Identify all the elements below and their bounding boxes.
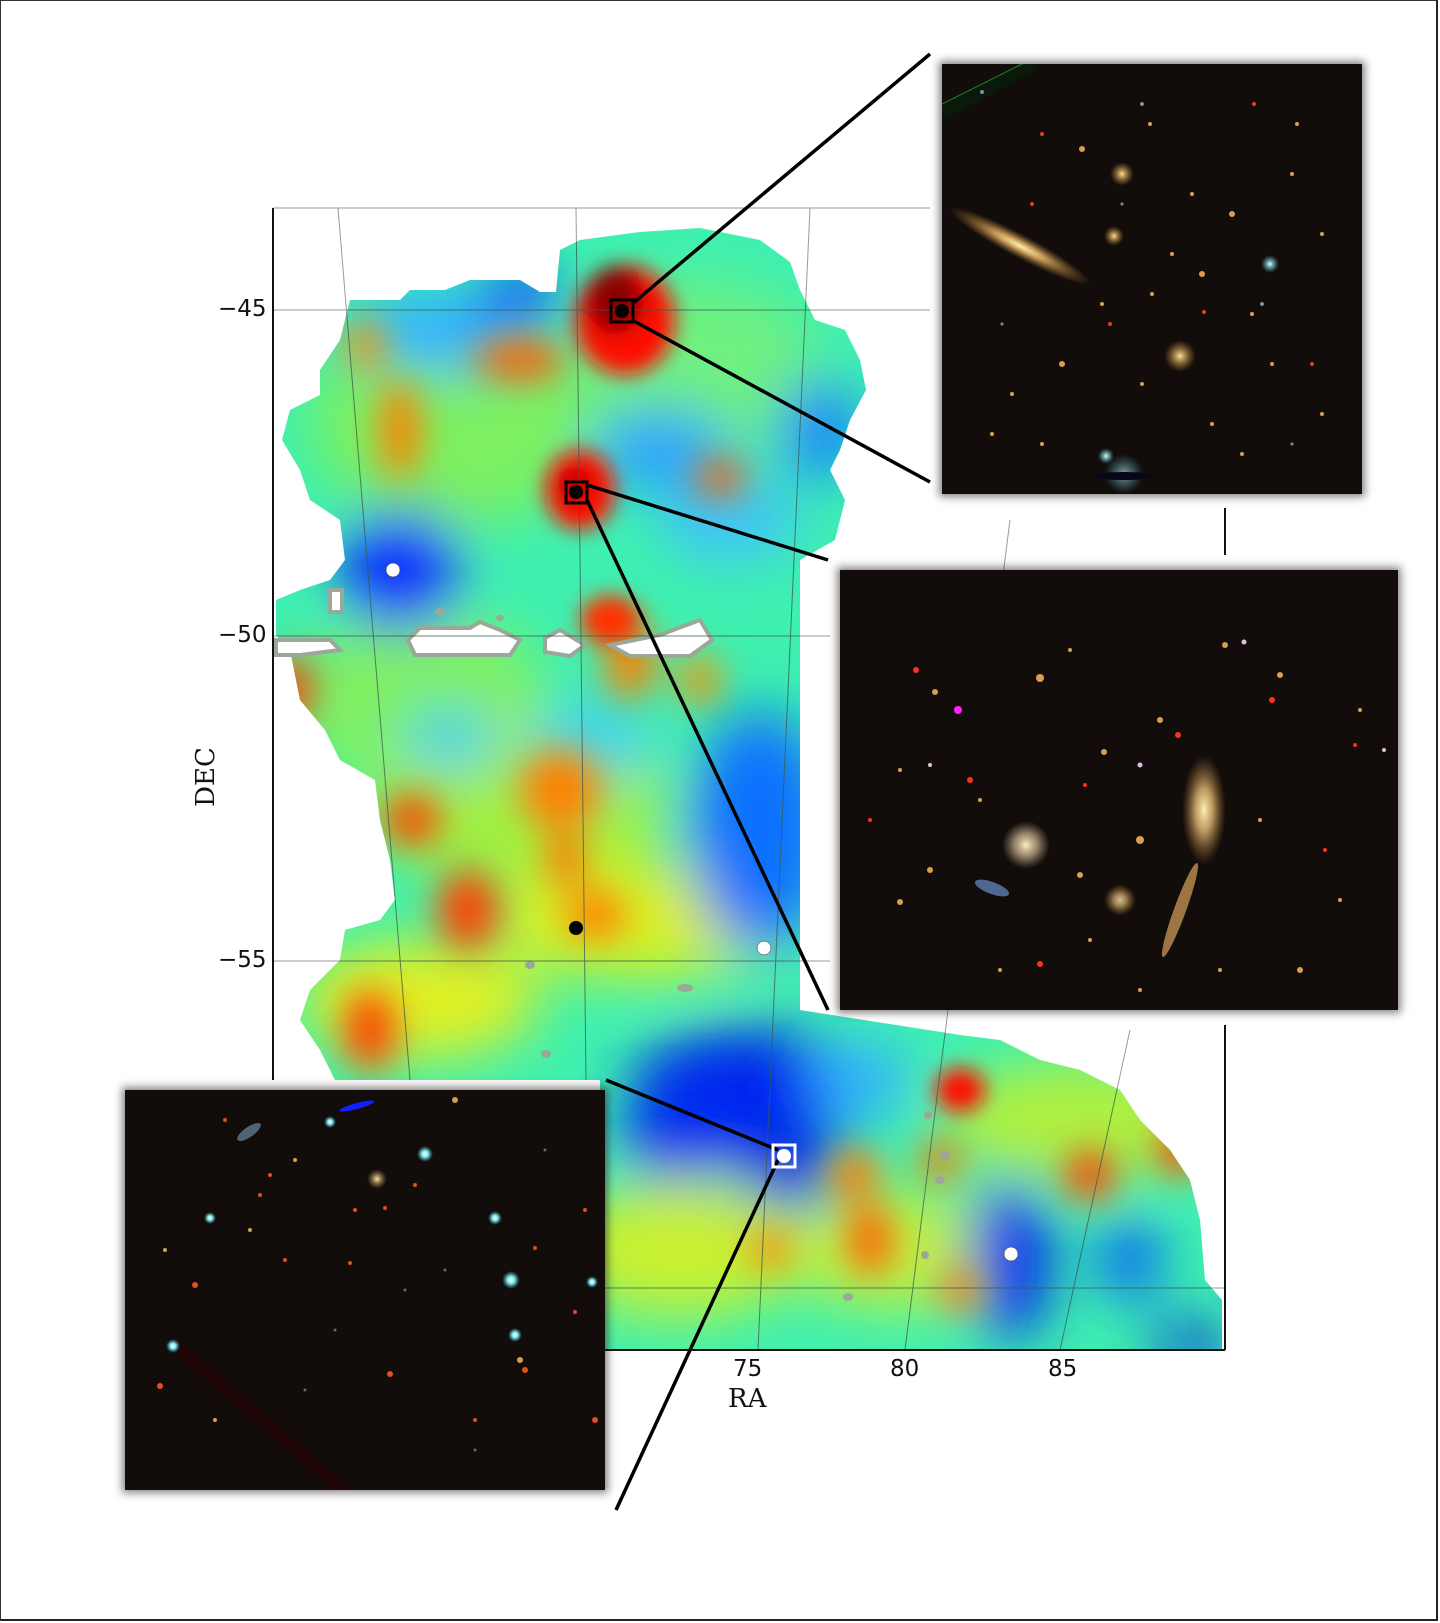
- graticule-inner: [276, 228, 1222, 1350]
- inset-image-cluster-1[interactable]: [942, 64, 1362, 494]
- inset-image-void[interactable]: [125, 1090, 605, 1490]
- marker-peak-3[interactable]: [569, 921, 583, 935]
- cluster-image-1: [942, 64, 1362, 494]
- void-image: [125, 1090, 605, 1490]
- y-axis-title: DEC: [190, 747, 221, 807]
- cluster-image-2: [840, 570, 1398, 1010]
- y-tick-label: −45: [218, 296, 267, 322]
- x-tick-label: 80: [890, 1356, 920, 1382]
- x-tick-label: 85: [1048, 1356, 1078, 1382]
- connector-lines: [585, 52, 932, 1511]
- marker-void-3[interactable]: [771, 1143, 797, 1169]
- x-tick-label: 75: [733, 1356, 763, 1382]
- marker-void-2[interactable]: [756, 940, 772, 956]
- inset-image-cluster-2[interactable]: [840, 570, 1398, 1010]
- marker-peak-1[interactable]: [609, 298, 635, 324]
- mask-holes: [274, 588, 715, 659]
- y-tick-label: −50: [218, 622, 267, 648]
- marker-void-4[interactable]: [1003, 1246, 1019, 1262]
- marker-void-1[interactable]: [385, 562, 401, 578]
- axes-spines: [272, 208, 1226, 1351]
- mask-specks: [435, 608, 950, 1301]
- marker-peak-2[interactable]: [564, 480, 589, 505]
- x-axis-title: RA: [728, 1384, 767, 1414]
- y-tick-label: −55: [218, 947, 267, 973]
